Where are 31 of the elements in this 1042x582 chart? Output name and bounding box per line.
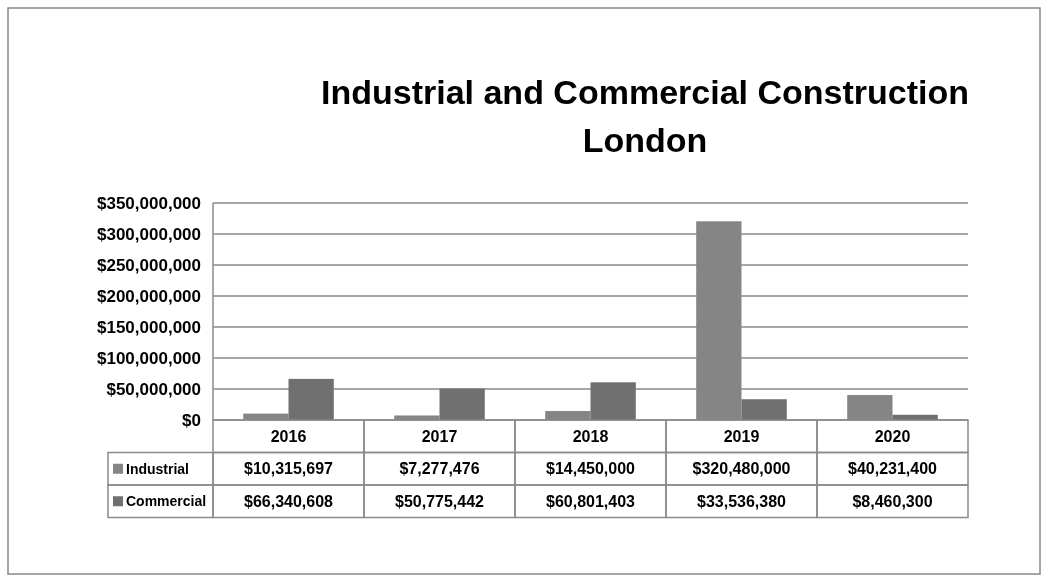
y-tick-label: $200,000,000 <box>97 286 201 306</box>
y-tick-label: $350,000,000 <box>97 193 201 213</box>
chart-title: Industrial and Commercial Construction <box>321 73 969 111</box>
bar <box>288 378 334 420</box>
bar <box>590 382 636 420</box>
data-label: $10,315,697 <box>244 460 334 478</box>
data-label: $60,801,403 <box>546 492 636 510</box>
legend-label: Industrial <box>126 460 190 477</box>
legend-label: Commercial <box>126 493 207 510</box>
x-tick-label: 2019 <box>723 427 760 445</box>
x-tick-label: 2020 <box>874 427 911 445</box>
y-tick-label: $100,000,000 <box>97 348 201 368</box>
data-label: $40,231,400 <box>848 460 938 478</box>
data-label: $320,480,000 <box>692 460 791 478</box>
y-tick-label: $300,000,000 <box>97 224 201 244</box>
data-label: $33,536,380 <box>697 492 787 510</box>
bar <box>741 399 787 420</box>
y-tick-label: $50,000,000 <box>106 379 201 399</box>
data-label: $14,450,000 <box>546 460 636 478</box>
data-label: $50,775,442 <box>395 492 485 510</box>
y-tick-label: $0 <box>182 410 201 430</box>
data-label: $7,277,476 <box>399 460 480 478</box>
y-tick-label: $150,000,000 <box>97 317 201 337</box>
x-tick-label: 2016 <box>270 427 307 445</box>
chart-subtitle: London <box>582 121 708 159</box>
x-tick-label: 2017 <box>421 427 458 445</box>
data-label: $66,340,608 <box>244 492 334 510</box>
y-tick-label: $250,000,000 <box>97 255 201 275</box>
bar <box>439 388 485 420</box>
data-label: $8,460,300 <box>852 492 933 510</box>
x-tick-label: 2018 <box>572 427 609 445</box>
